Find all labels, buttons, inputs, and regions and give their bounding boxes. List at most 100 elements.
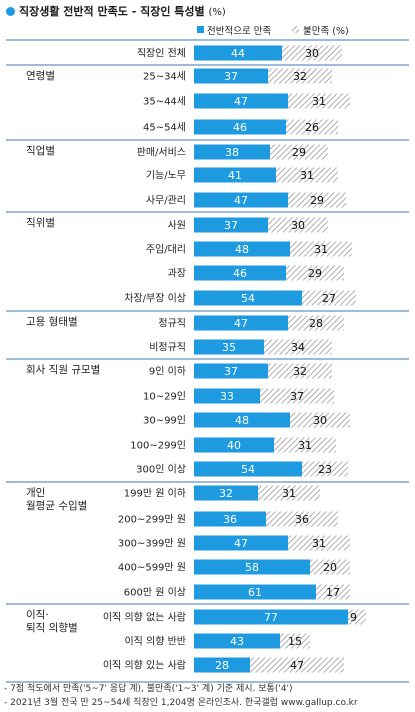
bar-dissatisfied xyxy=(290,241,352,257)
group-label: 이직· 퇴직 의향별 xyxy=(26,609,78,634)
bar-dissatisfied xyxy=(288,535,350,551)
value-label-dissatisfied: 29 xyxy=(310,194,324,207)
bar-satisfied xyxy=(194,144,270,160)
value-label-satisfied: 46 xyxy=(233,121,247,134)
value-label-dissatisfied: 32 xyxy=(293,365,307,378)
value-label-satisfied: 54 xyxy=(241,292,255,305)
group-label-line: 직업별 xyxy=(26,144,55,157)
group-label: 고용 형태별 xyxy=(26,316,78,328)
bar-dissatisfied xyxy=(276,167,338,183)
category-label: 정규직 xyxy=(158,318,186,330)
category-label: 사원 xyxy=(168,220,186,232)
category-label: 기능/노무 xyxy=(146,170,186,182)
bar-satisfied xyxy=(194,535,288,551)
value-label-satisfied: 48 xyxy=(235,414,249,427)
value-label-satisfied: 47 xyxy=(234,537,248,550)
value-label-satisfied: 38 xyxy=(225,146,239,159)
bar-dissatisfied xyxy=(288,93,350,109)
value-label-satisfied: 54 xyxy=(241,463,255,476)
value-label-satisfied: 58 xyxy=(245,561,259,574)
value-label-dissatisfied: 31 xyxy=(300,169,314,182)
group-label-line: 이직· xyxy=(26,609,49,621)
bar-satisfied xyxy=(194,657,250,673)
value-label-satisfied: 77 xyxy=(264,611,278,624)
bar-dissatisfied xyxy=(302,461,348,477)
value-label-satisfied: 47 xyxy=(234,317,248,330)
bar-satisfied xyxy=(194,609,348,625)
category-label: 이직 의향 반반 xyxy=(124,636,186,648)
legend-swatch-dissatisfied xyxy=(292,26,299,33)
chart-title-text: 직장생활 전반적 만족도 - 직장인 특성별 xyxy=(19,5,205,18)
category-label: 차장/부장 이상 xyxy=(124,293,186,305)
bar-dissatisfied xyxy=(282,45,342,61)
chart-title-unit: (%) xyxy=(208,7,226,18)
bar-dissatisfied xyxy=(264,339,332,355)
category-label: 300인 이상 xyxy=(136,464,186,476)
value-label-satisfied: 48 xyxy=(235,243,249,256)
bar-satisfied xyxy=(194,167,276,183)
category-label: 직장인 전체 xyxy=(137,48,186,60)
value-label-dissatisfied: 29 xyxy=(292,146,306,159)
bar-satisfied xyxy=(194,45,282,61)
value-label-dissatisfied: 34 xyxy=(291,341,305,354)
category-label: 9인 이하 xyxy=(149,365,186,378)
value-label-satisfied: 28 xyxy=(215,659,229,672)
bar-dissatisfied xyxy=(286,265,344,281)
bar-satisfied xyxy=(194,485,258,501)
bar-dissatisfied xyxy=(268,363,332,379)
category-label: 이직 의향 있는 사람 xyxy=(103,659,186,672)
value-label-satisfied: 44 xyxy=(231,47,245,60)
value-label-dissatisfied: 15 xyxy=(288,635,302,648)
category-label: 35~44세 xyxy=(143,96,186,108)
group-label: 개인 월평균 수입별 xyxy=(26,487,87,512)
bar-dissatisfied xyxy=(268,68,332,84)
value-label-dissatisfied: 37 xyxy=(290,390,304,403)
bar-dissatisfied xyxy=(316,584,350,600)
value-label-dissatisfied: 31 xyxy=(282,487,296,500)
bar-satisfied xyxy=(194,461,302,477)
category-label: 199만 원 이하 xyxy=(124,487,186,500)
bar-dissatisfied xyxy=(310,559,350,575)
value-label-satisfied: 40 xyxy=(227,439,241,452)
group-label-line: 직위별 xyxy=(26,216,55,229)
value-label-dissatisfied: 31 xyxy=(312,537,326,550)
category-label: 400~599만 원 xyxy=(118,562,186,574)
value-label-satisfied: 35 xyxy=(222,341,236,354)
value-label-satisfied: 37 xyxy=(224,70,238,83)
bar-dissatisfied xyxy=(268,217,328,233)
legend-swatch-satisfied xyxy=(197,26,204,33)
value-label-satisfied: 43 xyxy=(230,635,244,648)
bar-satisfied xyxy=(194,388,260,404)
bar-satisfied xyxy=(194,217,268,233)
group-label-line: 회사 직원 규모별 xyxy=(26,364,100,376)
category-label: 판매/서비스 xyxy=(137,147,186,159)
category-label: 과장 xyxy=(168,268,186,280)
value-label-dissatisfied: 30 xyxy=(305,47,319,60)
value-label-dissatisfied: 26 xyxy=(305,121,319,134)
value-label-satisfied: 61 xyxy=(248,586,262,599)
legend-label-dissatisfied: 불만족 (%) xyxy=(303,26,349,37)
value-label-satisfied: 37 xyxy=(224,219,238,232)
bar-dissatisfied xyxy=(266,511,338,527)
chart-title: 직장생활 전반적 만족도 - 직장인 특성별 (%) xyxy=(6,3,226,19)
value-label-dissatisfied: 9 xyxy=(350,611,357,624)
value-label-dissatisfied: 32 xyxy=(293,70,307,83)
bar-satisfied xyxy=(194,241,290,257)
bar-satisfied xyxy=(194,339,264,355)
bar-dissatisfied xyxy=(280,633,310,649)
group-label: 직위별 xyxy=(26,216,55,229)
bar-dissatisfied xyxy=(288,192,346,208)
bar-dissatisfied xyxy=(250,657,344,673)
category-label: 사무/관리 xyxy=(146,195,186,207)
bar-dissatisfied xyxy=(260,388,334,404)
group-label-line: 퇴직 의향별 xyxy=(26,622,78,634)
bar-satisfied xyxy=(194,93,288,109)
bar-dissatisfied xyxy=(288,315,344,331)
legend-label-satisfied: 전반적으로 만족 xyxy=(207,25,271,37)
bar-dissatisfied xyxy=(270,144,328,160)
bar-satisfied xyxy=(194,315,288,331)
category-label: 45~54세 xyxy=(143,122,186,134)
value-label-satisfied: 36 xyxy=(223,513,237,526)
